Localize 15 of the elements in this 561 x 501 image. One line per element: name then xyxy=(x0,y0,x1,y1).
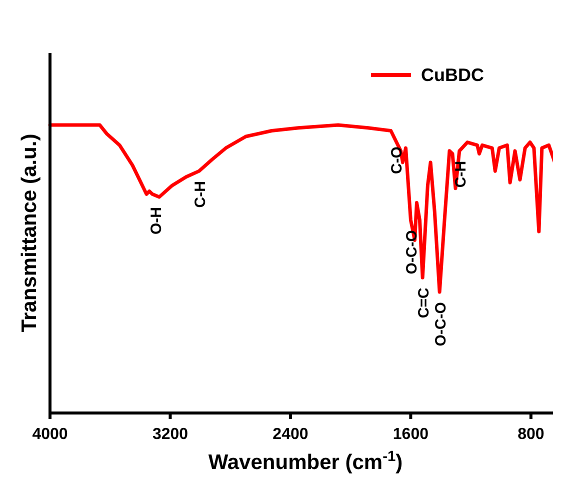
annotation: O-H xyxy=(148,207,166,234)
x-tick-label: 800 xyxy=(518,426,544,443)
x-tick-label: 3200 xyxy=(152,426,188,443)
annotation: O-C-O xyxy=(404,230,421,274)
x-tick-label: 4000 xyxy=(32,426,68,443)
annotation: C-H xyxy=(452,160,470,188)
y-axis-title: Transmittance (a.u.) xyxy=(18,134,41,332)
annotation: C-O xyxy=(388,146,406,174)
legend-label: CuBDC xyxy=(421,65,484,85)
x-tick-label: 2400 xyxy=(272,426,308,443)
annotation: O-C-O xyxy=(432,302,450,346)
x-tick-label: 1600 xyxy=(392,426,429,443)
annotation: C-H xyxy=(192,181,210,208)
x-axis-title: Wavenumber (cm$^{-1}$) xyxy=(208,449,403,474)
annotation: C=C xyxy=(416,287,433,318)
